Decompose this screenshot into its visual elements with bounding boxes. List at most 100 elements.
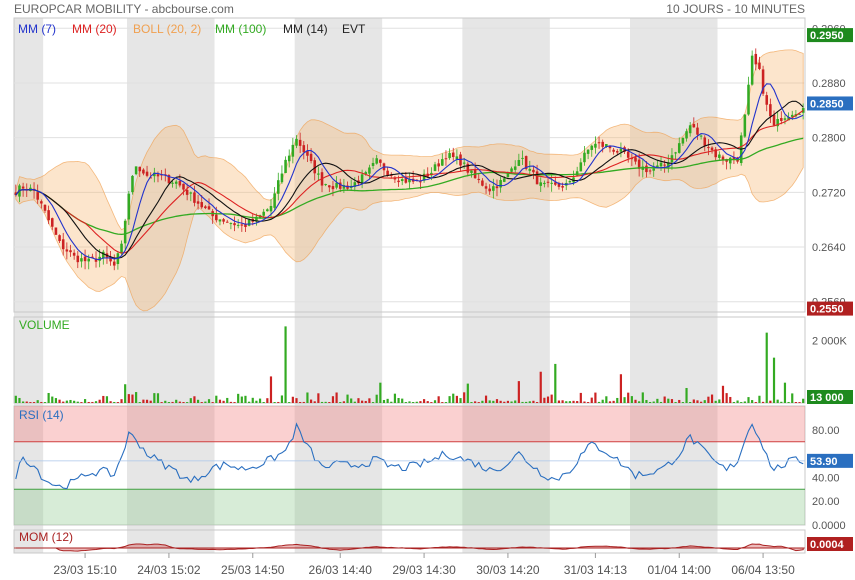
volume-bar (444, 402, 448, 403)
volume-bar (14, 395, 17, 403)
volume-bar (572, 400, 575, 403)
volume-bar (732, 401, 736, 403)
candle-body (718, 154, 721, 158)
volume-bar (269, 376, 273, 403)
rsi-last-tag-label: 53.90 (810, 456, 838, 468)
volume-bar (113, 401, 116, 403)
volume-bar (477, 402, 480, 403)
volume-bar (98, 399, 101, 403)
candle-body (568, 181, 572, 183)
candle-body (550, 182, 553, 184)
volume-bar (196, 399, 200, 403)
candle-body (754, 53, 758, 65)
volume-bar (539, 371, 542, 403)
volume-bar (54, 398, 58, 403)
candle-body (448, 153, 451, 159)
candle-body (451, 152, 455, 158)
candle-body (728, 157, 732, 164)
volume-bar (521, 401, 524, 403)
candle-body (397, 180, 400, 183)
candle-body (276, 180, 280, 194)
volume-bar (630, 396, 633, 403)
volume-bar (430, 402, 433, 403)
volume-bar (273, 402, 276, 403)
volume-bar (466, 383, 469, 403)
volume-title: VOLUME (19, 318, 70, 332)
volume-bar (776, 399, 779, 403)
candle-body (379, 159, 382, 163)
candle-body (761, 69, 765, 94)
candle-body (123, 220, 127, 244)
momentum-area (15, 543, 804, 552)
day-shade-band (462, 18, 550, 553)
candle-body (306, 150, 309, 156)
volume-bar (160, 402, 163, 403)
candle-body (313, 160, 317, 174)
volume-bar (648, 401, 652, 403)
volume-bar (404, 402, 407, 403)
volume-bar (258, 398, 262, 403)
candle-body (517, 159, 521, 166)
rsi-panel (14, 406, 805, 525)
legend-evt: EVT (342, 22, 366, 36)
volume-bar (262, 402, 265, 403)
candle-body (61, 239, 65, 250)
candle-body (466, 163, 470, 173)
candle-body (284, 159, 287, 173)
rsi-tick-label: 0.0000 (812, 520, 846, 532)
candle-body (47, 210, 50, 221)
candle-body (225, 221, 229, 223)
candle-body (502, 178, 506, 182)
volume-bar (353, 401, 356, 403)
candle-body (776, 119, 779, 127)
volume-bar (791, 393, 794, 403)
volume-bar (324, 401, 327, 403)
volume-bar (685, 387, 688, 403)
volume-bar (736, 400, 739, 403)
volume-tick-label: 2 000K (812, 335, 848, 347)
x-tick-label: 29/03 14:30 (392, 563, 456, 577)
x-tick-label: 25/03 14:50 (221, 563, 285, 577)
volume-bar (608, 401, 612, 403)
momentum-panel (14, 543, 805, 552)
volume-bar (76, 401, 79, 403)
volume-bar (663, 396, 666, 403)
candle-body (266, 209, 269, 212)
page-title: EUROPCAR MOBILITY - abcbourse.com (14, 2, 234, 16)
volume-bar (419, 401, 422, 403)
volume-bar (226, 397, 229, 403)
candle-body (696, 127, 699, 135)
candle-body (455, 156, 459, 159)
volume-bar (22, 401, 25, 403)
volume-bar (495, 399, 499, 403)
candle-body (189, 192, 193, 194)
volume-bar (244, 395, 247, 403)
price-panel (14, 27, 805, 312)
volume-bar (364, 400, 367, 403)
volume-bar (328, 402, 331, 403)
volume-bar (18, 397, 21, 403)
rsi-title: RSI (14) (19, 408, 64, 422)
volume-bar (306, 392, 309, 403)
candle-body (583, 152, 586, 163)
volume-bar (120, 399, 123, 403)
volume-bar (689, 402, 692, 403)
volume-bar (707, 396, 710, 403)
volume-bar (320, 401, 324, 403)
volume-bar (69, 399, 72, 403)
volume-bar (182, 402, 185, 403)
candle-body (196, 201, 200, 204)
candle-body (273, 193, 276, 208)
x-tick-label: 30/03 14:20 (476, 563, 540, 577)
candle-body (65, 249, 69, 252)
volume-bar (652, 401, 655, 403)
day-shade-band (127, 18, 215, 553)
candle-body (134, 166, 138, 175)
volume-last-tag (807, 390, 853, 404)
candle-body (346, 185, 349, 189)
candle-body (69, 250, 72, 253)
candle-body (772, 114, 776, 126)
volume-bar (193, 396, 196, 403)
